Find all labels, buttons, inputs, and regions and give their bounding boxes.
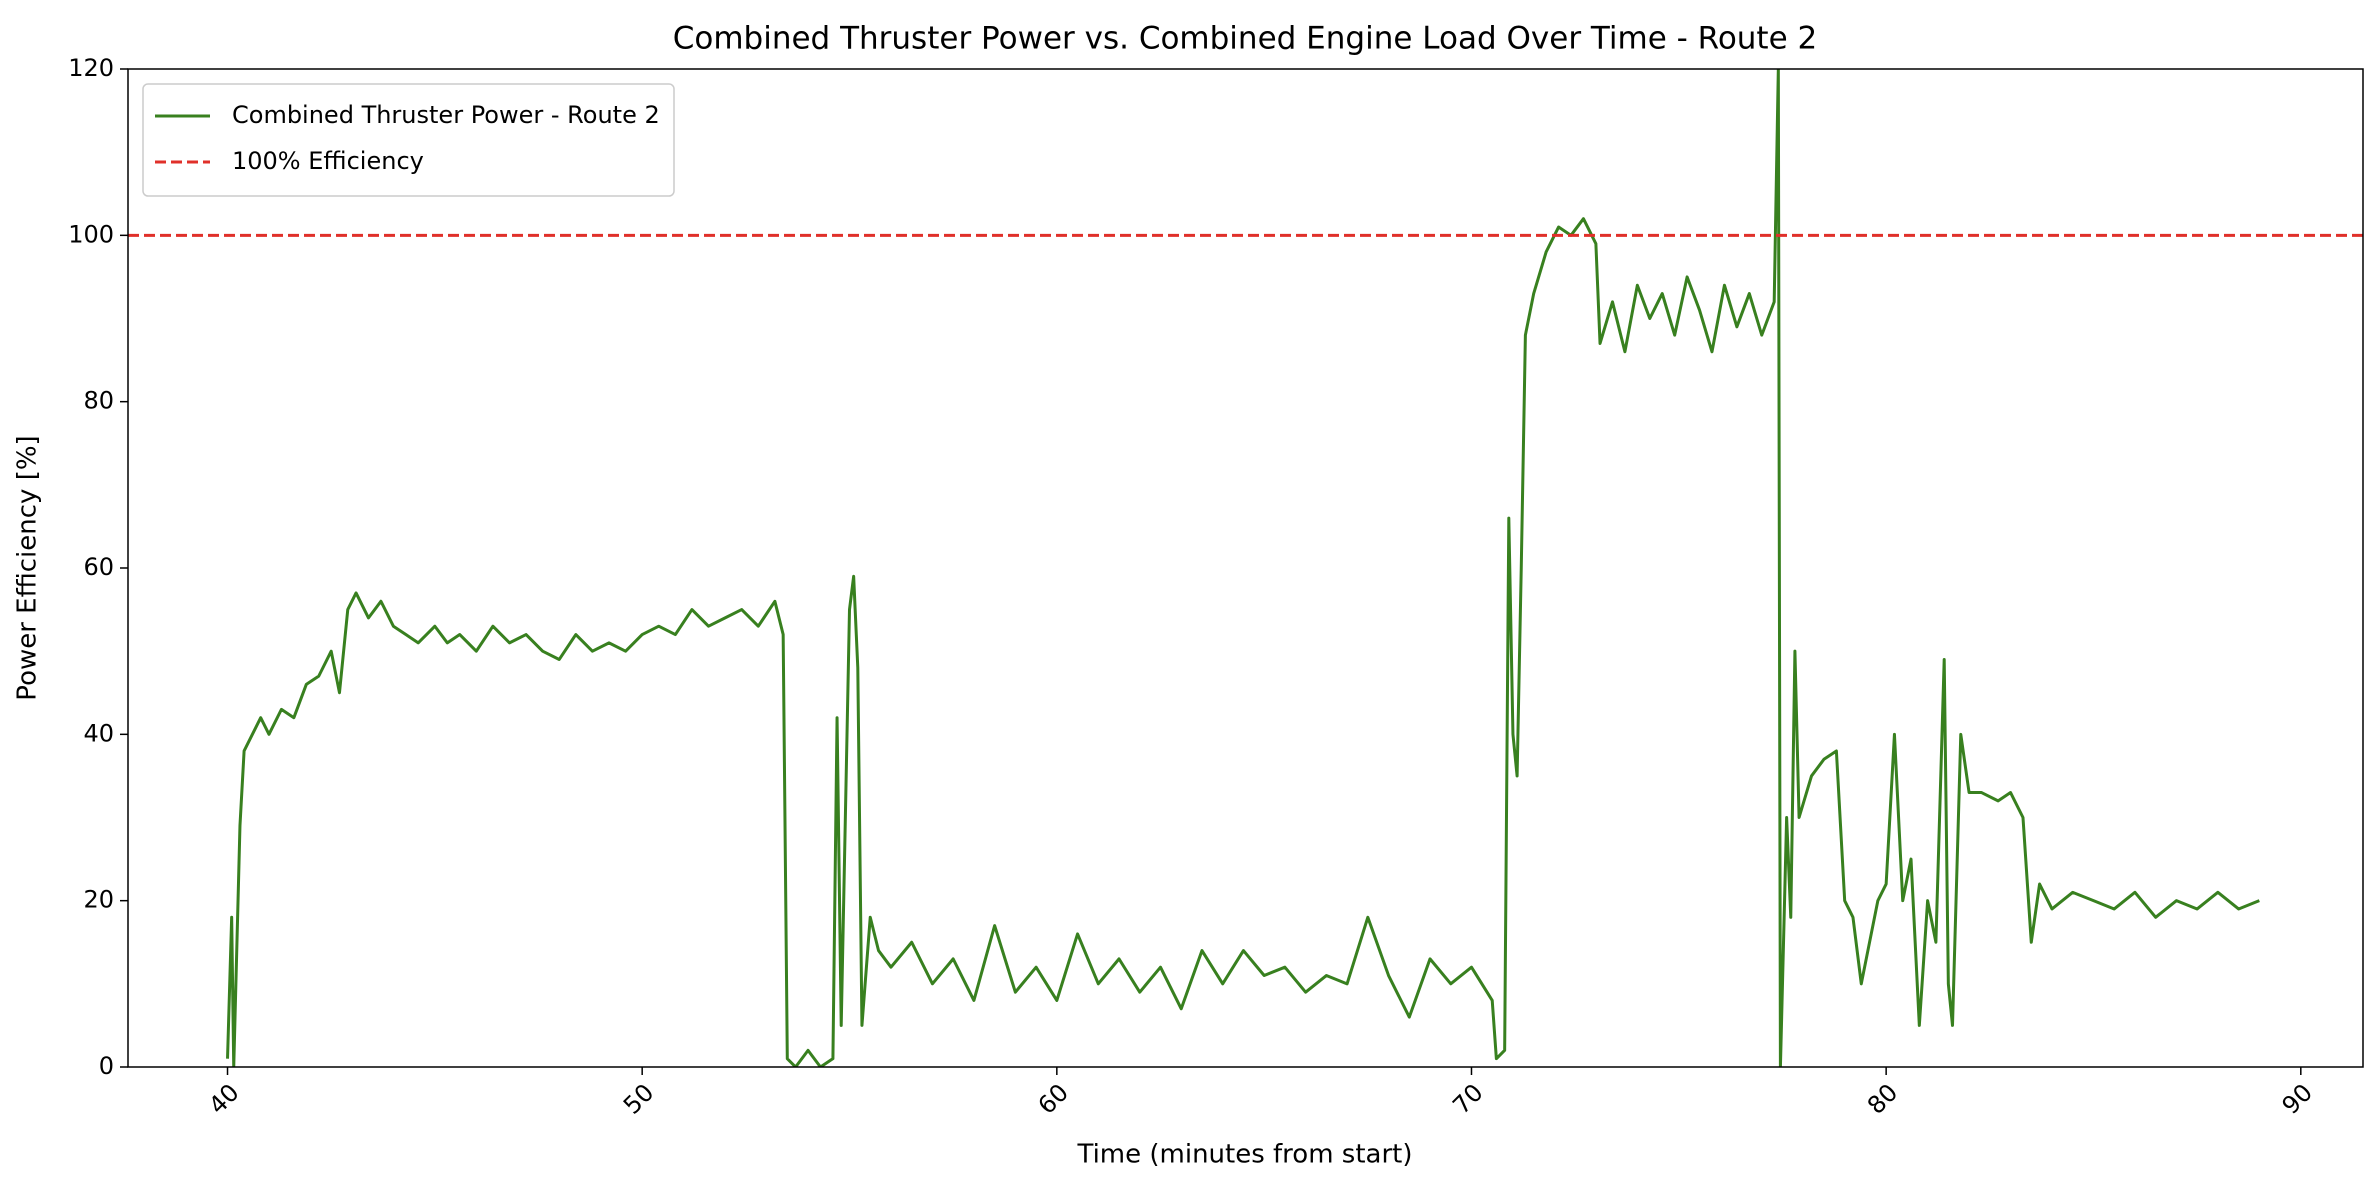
x-tick-label: 80: [1862, 1078, 1903, 1119]
x-tick-label: 90: [2277, 1078, 2318, 1119]
legend-box: [142, 83, 675, 197]
y-axis-label: Power Efficiency [%]: [13, 435, 43, 700]
y-tick-label: 60: [83, 553, 114, 581]
legend-label: 100% Efficiency: [232, 147, 424, 175]
legend: Combined Thruster Power - Route 2 100% Ef…: [142, 83, 675, 197]
x-tick-label: 40: [203, 1078, 244, 1119]
data-line: [226, 69, 2260, 1067]
x-tick-label: 70: [1447, 1078, 1488, 1119]
plot-frame: [127, 68, 2364, 1068]
y-tick-label: 40: [83, 719, 114, 747]
plot-area: [128, 69, 2363, 1067]
y-tick-label: 20: [83, 886, 114, 914]
x-axis-label: Time (minutes from start): [1076, 1140, 1412, 1170]
y-tick-label: 80: [83, 387, 114, 415]
legend-label: Combined Thruster Power - Route 2: [232, 101, 660, 129]
x-tick-label: 50: [618, 1078, 659, 1119]
chart-title: Combined Thruster Power vs. Combined Eng…: [673, 21, 1818, 57]
x-tick-label: 60: [1033, 1078, 1074, 1119]
y-tick-label: 100: [68, 220, 114, 248]
y-tick-label: 0: [99, 1052, 114, 1080]
y-tick-label: 120: [68, 54, 114, 82]
